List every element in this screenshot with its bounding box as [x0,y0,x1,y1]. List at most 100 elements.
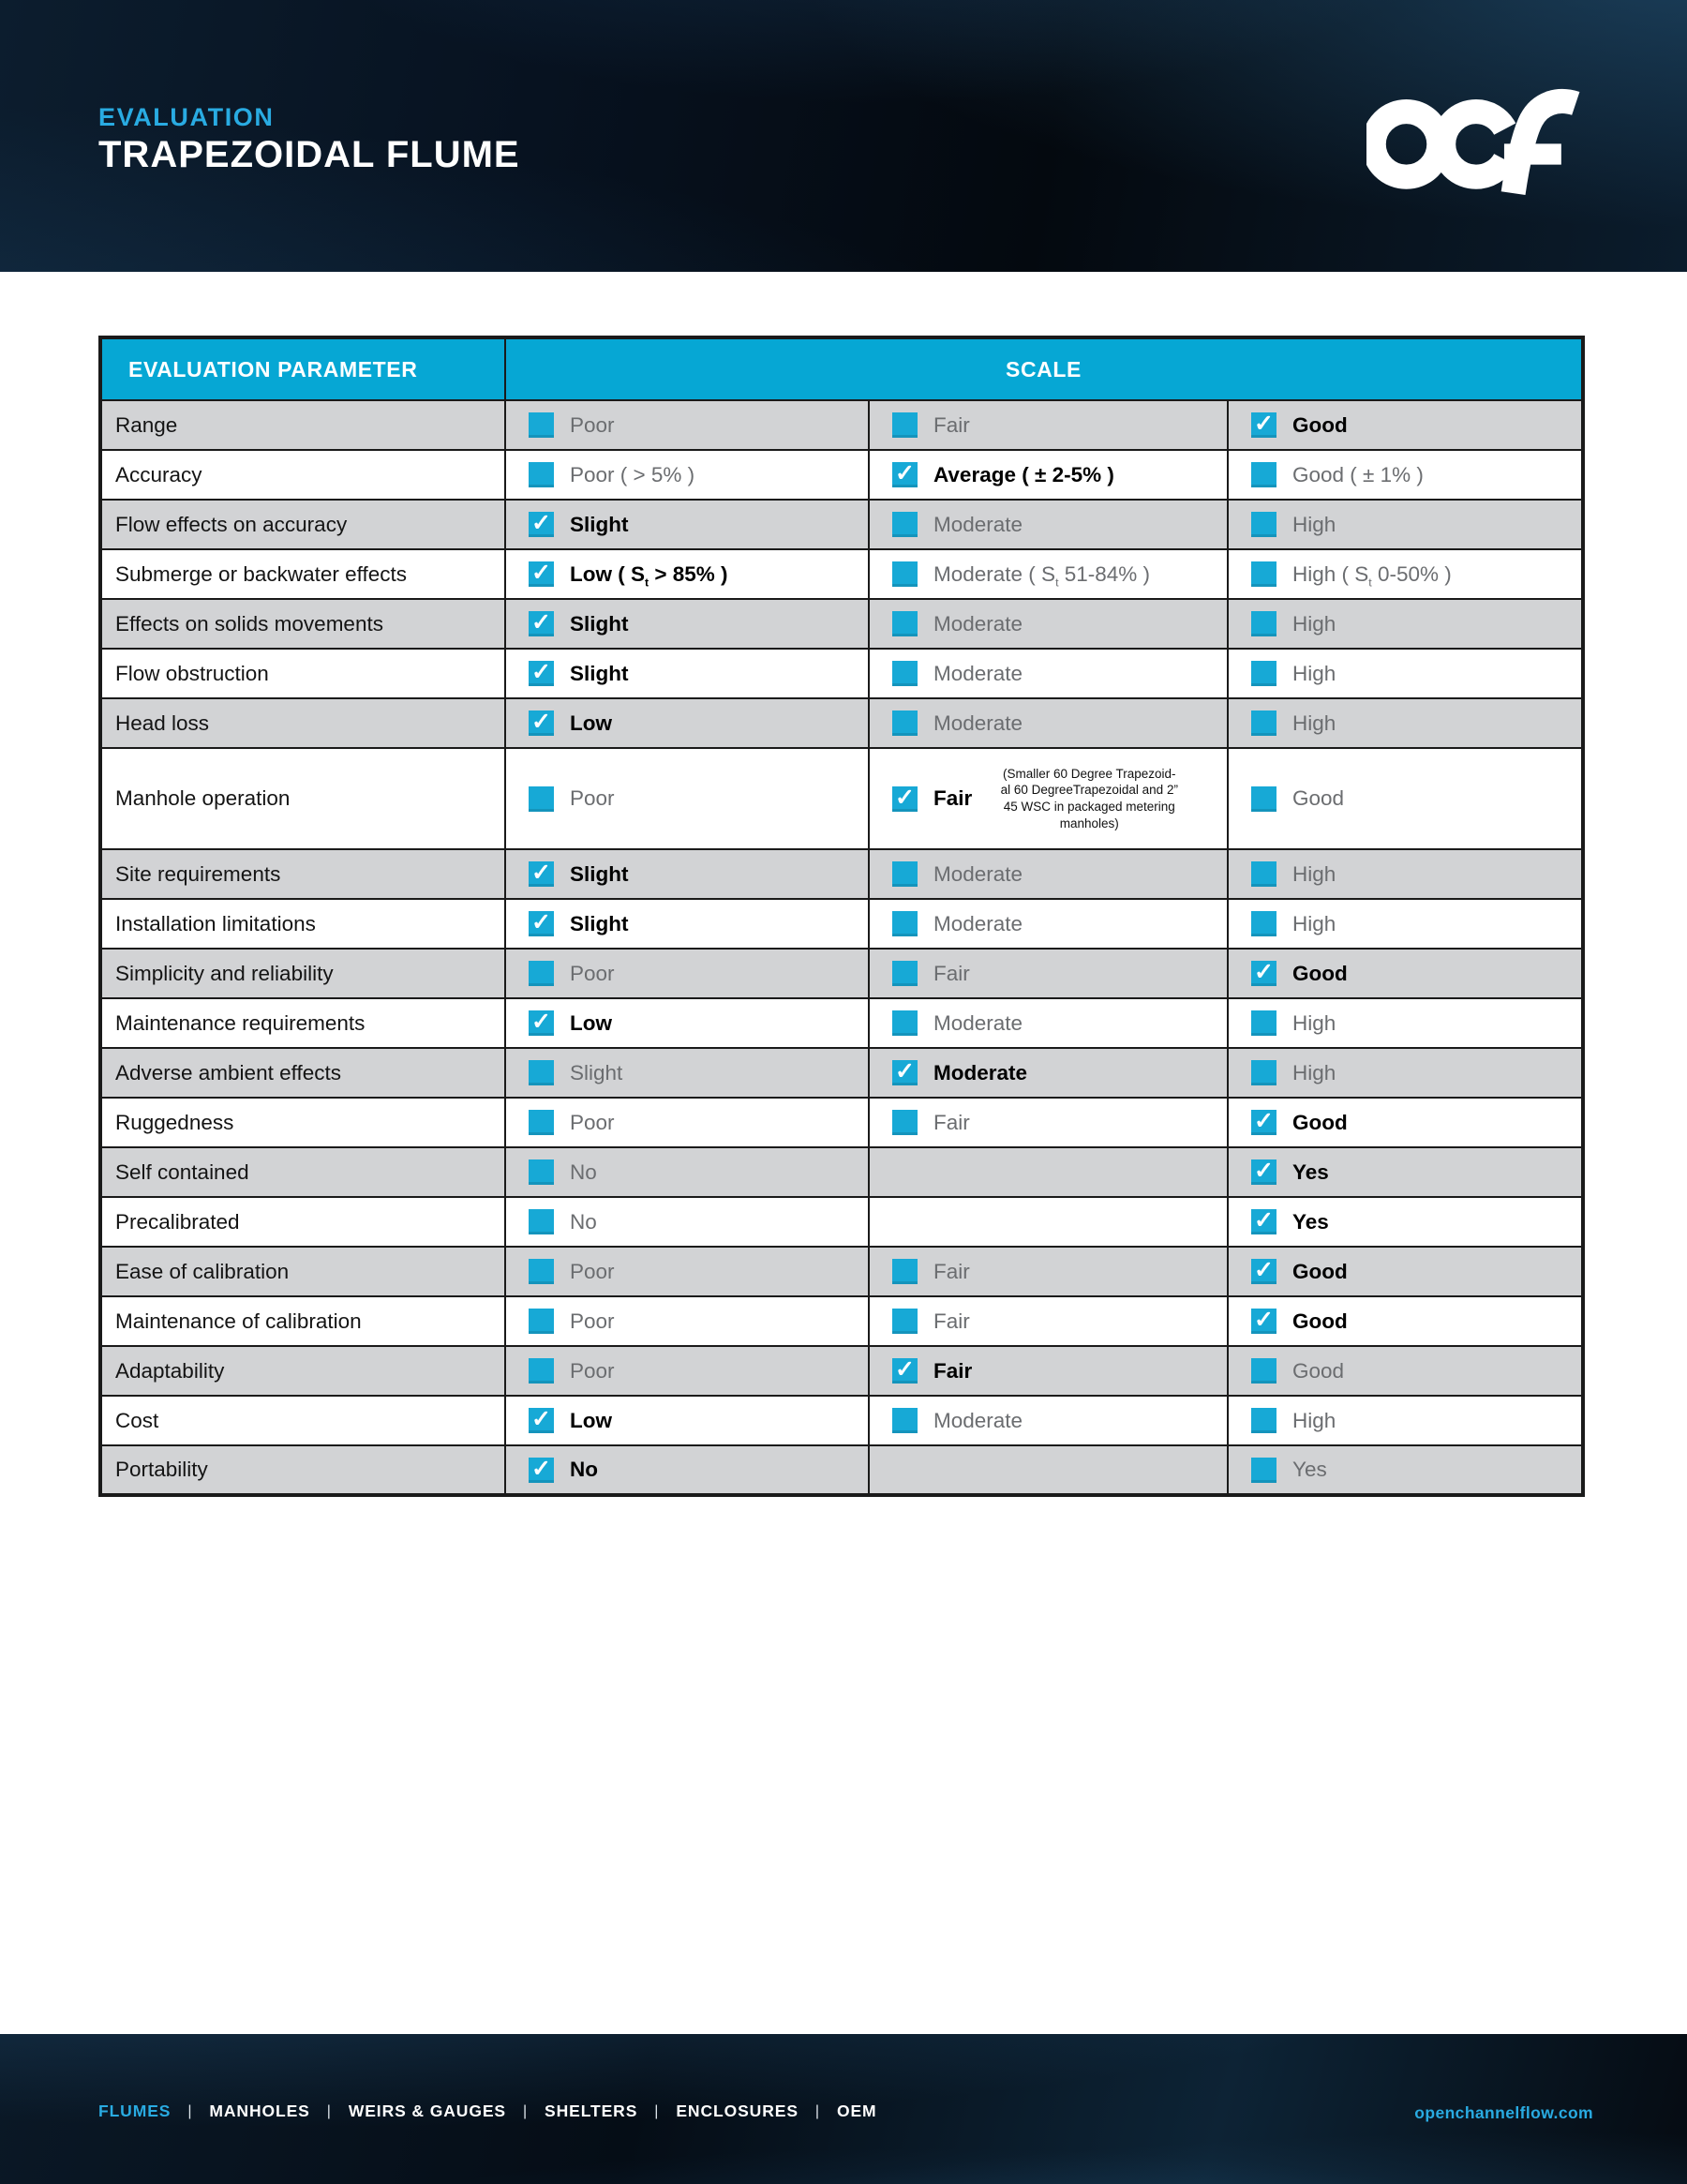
option-label: Fair [933,1110,970,1134]
check-icon: ✓ [531,659,551,685]
website-link[interactable]: openchannelflow.com [1414,2103,1593,2122]
option-label: Moderate [933,1408,1023,1432]
footer-nav-oem[interactable]: OEM [836,2102,877,2120]
checkbox-icon[interactable] [892,1259,918,1284]
checkbox-icon[interactable] [892,661,918,686]
checkbox-icon[interactable] [1251,785,1276,812]
checkbox-icon[interactable]: ✓ [529,1010,554,1036]
option-label: Fair [933,961,970,985]
option-label: High ( St 0-50% ) [1292,561,1452,589]
checkbox-icon[interactable] [1251,1060,1276,1085]
table-row-maintenance-requirements: Maintenance requirements ✓ Low Moderate … [99,997,1585,1049]
checkbox-icon[interactable]: ✓ [1251,1209,1276,1234]
footer-nav-weirs-gauges[interactable]: WEIRS & GAUGES [348,2102,506,2120]
checkbox-icon[interactable]: ✓ [529,861,554,887]
checkbox-icon[interactable]: ✓ [529,1455,554,1483]
checkbox-icon[interactable] [529,1259,554,1284]
footer-nav-enclosures[interactable]: ENCLOSURES [676,2102,799,2120]
checkbox-icon[interactable] [1251,462,1276,487]
checkbox-icon[interactable] [892,561,918,587]
checkbox-icon[interactable]: ✓ [529,611,554,636]
checkbox-icon[interactable] [1251,711,1276,736]
checkbox-icon[interactable] [892,961,918,986]
option-label: Fair [933,412,970,437]
checkbox-icon[interactable] [529,1110,554,1135]
option-label: High [1292,611,1336,636]
check-icon: ✓ [531,510,551,536]
checkbox-icon[interactable] [892,1309,918,1334]
checkbox-icon[interactable] [892,412,918,438]
checkbox-icon[interactable]: ✓ [529,911,554,936]
checkbox-icon[interactable] [1251,1010,1276,1036]
checkbox-icon[interactable] [1251,1457,1276,1483]
option-note-line: (Smaller 60 Degree Trapezoid- [1002,766,1176,781]
option-label: Yes [1292,1209,1329,1234]
footer-nav-flumes[interactable]: FLUMES [98,2102,172,2120]
check-icon: ✓ [1254,1207,1274,1234]
checkbox-icon[interactable] [1251,512,1276,537]
checkbox-icon[interactable] [529,412,554,438]
checkbox-icon[interactable] [529,462,554,487]
checkbox-icon[interactable]: ✓ [892,1060,918,1085]
checkbox-icon[interactable]: ✓ [1251,412,1276,438]
option-label: Low [570,711,612,735]
checkbox-icon[interactable]: ✓ [529,711,554,736]
checkbox-icon[interactable] [529,1060,554,1085]
option-label: Poor [570,961,615,985]
option-label: Moderate [933,711,1023,735]
table-row-flow-obstruction: Flow obstruction ✓ Slight Moderate High [99,648,1585,699]
checkbox-icon[interactable] [1251,911,1276,936]
checkbox-icon[interactable]: ✓ [529,661,554,686]
parameter-label: Flow obstruction [115,661,269,685]
table-row-submerge-or-backwater-effects: Submerge or backwater effects ✓ Low ( St… [99,548,1585,600]
checkbox-icon[interactable] [1251,561,1276,587]
checkbox-icon[interactable] [892,911,918,936]
footer-nav-manholes[interactable]: MANHOLES [209,2102,310,2120]
checkbox-icon[interactable]: ✓ [1251,1110,1276,1135]
checkbox-icon[interactable]: ✓ [892,462,918,487]
checkbox-icon[interactable] [1251,861,1276,887]
checkbox-icon[interactable] [892,1010,918,1036]
checkbox-icon[interactable] [1251,661,1276,686]
checkbox-icon[interactable] [1251,611,1276,636]
logo-letter-o [1366,99,1452,189]
page-footer: FLUMES | MANHOLES | WEIRS & GAUGES | SHELTERS |… [0,2034,1687,2184]
checkbox-icon[interactable]: ✓ [529,561,554,587]
checkbox-icon[interactable] [529,785,554,812]
option-label: Fair [933,1309,970,1333]
checkbox-icon[interactable]: ✓ [892,785,918,812]
footer-nav: FLUMES | MANHOLES | WEIRS & GAUGES | SHELTERS |… [98,2102,877,2121]
checkbox-icon[interactable] [1251,1358,1276,1384]
checkbox-icon[interactable] [892,1110,918,1135]
option-label: Slight [570,512,629,536]
checkbox-icon[interactable] [892,1408,918,1433]
checkbox-icon[interactable] [529,1209,554,1234]
footer-nav-shelters[interactable]: SHELTERS [545,2102,638,2120]
checkbox-icon[interactable] [529,961,554,986]
checkbox-icon[interactable]: ✓ [1251,961,1276,986]
check-icon: ✓ [531,1455,551,1482]
option-note-line: manholes) [1059,815,1119,830]
checkbox-icon[interactable] [892,861,918,887]
checkbox-icon[interactable] [529,1358,554,1384]
option-label: Moderate [933,911,1023,935]
checkbox-icon[interactable] [529,1159,554,1185]
check-icon: ✓ [1254,959,1274,985]
ocf-logo [1366,88,1580,195]
checkbox-icon[interactable]: ✓ [529,1408,554,1433]
checkbox-icon[interactable] [1251,1408,1276,1433]
checkbox-icon[interactable]: ✓ [529,512,554,537]
checkbox-icon[interactable]: ✓ [1251,1309,1276,1334]
checkbox-icon[interactable]: ✓ [892,1358,918,1384]
checkbox-icon[interactable] [892,512,918,537]
checkbox-icon[interactable]: ✓ [1251,1259,1276,1284]
checkbox-icon[interactable] [892,711,918,736]
option-label: Poor [570,1309,615,1333]
table-row-adverse-ambient-effects: Adverse ambient effects Slight ✓ Moderat… [99,1047,1585,1099]
option-label: Poor ( > 5% ) [570,462,695,486]
checkbox-icon[interactable]: ✓ [1251,1159,1276,1185]
checkbox-icon[interactable] [892,611,918,636]
checkbox-icon[interactable] [529,1309,554,1334]
option-note: (Smaller 60 Degree Trapezoid-al 60 Degre… [988,766,1190,831]
logo-letter-c [1431,99,1521,189]
